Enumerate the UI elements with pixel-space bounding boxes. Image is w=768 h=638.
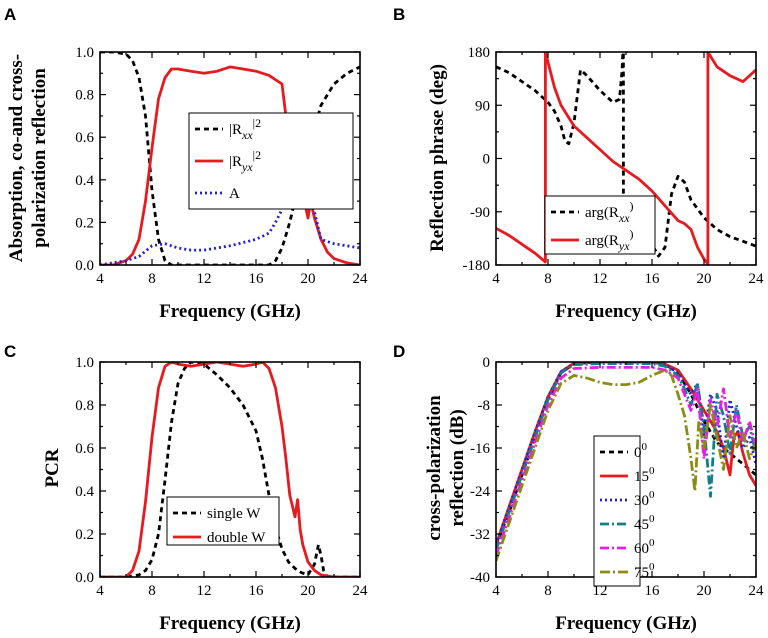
x-tick-label-D: 12 [593, 583, 608, 599]
x-tick-label-B: 24 [749, 271, 765, 287]
x-tick-label-D: 16 [645, 583, 661, 599]
y-tick-label-A: 1.0 [75, 45, 94, 61]
y-tick-label-C: 1.0 [75, 355, 94, 371]
x-axis-label-B: Frequency (GHz) [555, 301, 697, 322]
legend-label-D-1: 150 [634, 465, 655, 485]
x-tick-label-B: 4 [492, 271, 500, 287]
x-tick-label-C: 20 [301, 583, 316, 599]
series-line-A-1 [100, 65, 360, 265]
legend-label-D-4: 600 [634, 537, 655, 557]
x-axis-label-C: Frequency (GHz) [159, 613, 301, 634]
y-axis-label-D: cross-polarization reflection (dB) [424, 395, 468, 541]
y-tick-label-A: 0.2 [75, 215, 94, 231]
legend-label-D-5: 750 [634, 561, 655, 581]
x-tick-label-A: 8 [148, 271, 156, 287]
y-tick-label-D: 0 [483, 355, 491, 371]
panel-A: A 4 8 12 16 20 24 0.0 0.2 0.4 0.6 0.8 1.0 Frequency (… [4, 5, 368, 322]
y-tick-label-A: 0.4 [75, 173, 94, 189]
x-tick-label-B: 16 [645, 271, 661, 287]
legend-label-D-0: 00 [634, 441, 648, 461]
panel-B: B 4 8 12 16 20 24 -180 -90 0 90 180 Frequency (GHz) R… [393, 5, 764, 322]
x-tick-label-A: 12 [197, 271, 212, 287]
y-tick-label-A: 0.0 [75, 258, 94, 274]
series-line-D-3 [496, 362, 756, 551]
legend-label-A-2: A [229, 186, 240, 202]
x-tick-label-A: 16 [249, 271, 265, 287]
y-tick-label-C: 0.6 [75, 441, 94, 457]
y-tick-label-D: -32 [470, 527, 490, 543]
y-tick-label-B: -180 [463, 258, 491, 274]
x-tick-label-C: 4 [96, 583, 104, 599]
x-tick-label-D: 4 [492, 583, 500, 599]
series-line-B-1 [496, 52, 756, 265]
x-tick-label-C: 24 [353, 583, 369, 599]
y-tick-label-D: -40 [470, 570, 490, 586]
y-tick-label-B: 90 [475, 98, 490, 114]
legend-box-D [593, 435, 641, 587]
legend-label-C-1: double W [207, 530, 266, 546]
x-tick-label-D: 8 [544, 583, 552, 599]
y-tick-label-C: 0.8 [75, 398, 94, 414]
series-line-C-1 [100, 362, 360, 577]
y-axis-label-A: Absorption, co-and cross-polarization re… [6, 54, 50, 262]
y-tick-label-D: -16 [470, 441, 490, 457]
y-tick-label-C: 0.2 [75, 527, 94, 543]
legend-label-A-0: |Rxx|2 [229, 116, 261, 142]
x-axis-label-D: Frequency (GHz) [555, 613, 697, 634]
x-tick-label-A: 24 [353, 271, 369, 287]
y-tick-label-C: 0.4 [75, 484, 94, 500]
legend-label-D-3: 450 [634, 513, 655, 533]
legend-label-B-1: arg(Ryx) [585, 227, 634, 253]
legend-label-C-0: single W [207, 506, 261, 522]
panel-letter-B: B [393, 5, 405, 24]
y-tick-label-A: 0.6 [75, 130, 94, 146]
panel-letter-D: D [393, 342, 405, 361]
panel-letter-A: A [4, 5, 16, 24]
x-tick-label-D: 24 [749, 583, 765, 599]
x-axis-label-A: Frequency (GHz) [159, 301, 301, 322]
y-tick-label-D: -8 [478, 398, 491, 414]
panel-letter-C: C [4, 342, 16, 361]
legend-label-D-2: 300 [634, 489, 655, 509]
x-tick-label-C: 16 [249, 583, 265, 599]
x-tick-label-B: 20 [697, 271, 712, 287]
x-tick-label-A: 20 [301, 271, 316, 287]
y-tick-label-D: -24 [470, 484, 490, 500]
series-line-D-4 [496, 366, 756, 556]
y-tick-label-A: 0.8 [75, 88, 94, 104]
legend-label-A-1: |Ryx|2 [229, 148, 261, 174]
legend-box-B [544, 195, 656, 255]
y-axis-label-B: Reflection phrase (deg) [427, 64, 448, 252]
panel-D: D 4 8 12 16 20 24 -40 -32 -24 -16 -8 0 Frequency (GHz… [393, 342, 764, 634]
x-tick-label-B: 8 [544, 271, 552, 287]
series-line-D-5 [496, 368, 756, 562]
y-axis-label-C: PCR [42, 448, 63, 487]
series-line-A-0 [100, 52, 360, 265]
y-tick-label-B: 180 [468, 45, 491, 61]
x-tick-label-B: 12 [593, 271, 608, 287]
y-tick-label-C: 0.0 [75, 570, 94, 586]
x-tick-label-A: 4 [96, 271, 104, 287]
y-tick-label-B: -90 [470, 205, 490, 221]
y-tick-label-B: 0 [483, 152, 491, 168]
x-tick-label-C: 12 [197, 583, 212, 599]
panel-C: C 4 8 12 16 20 24 0.0 0.2 0.4 0.6 0.8 1.0 Frequency (… [4, 342, 368, 634]
x-tick-label-D: 20 [697, 583, 712, 599]
x-tick-label-C: 8 [148, 583, 156, 599]
legend-label-B-0: arg(Rxx) [585, 199, 634, 225]
